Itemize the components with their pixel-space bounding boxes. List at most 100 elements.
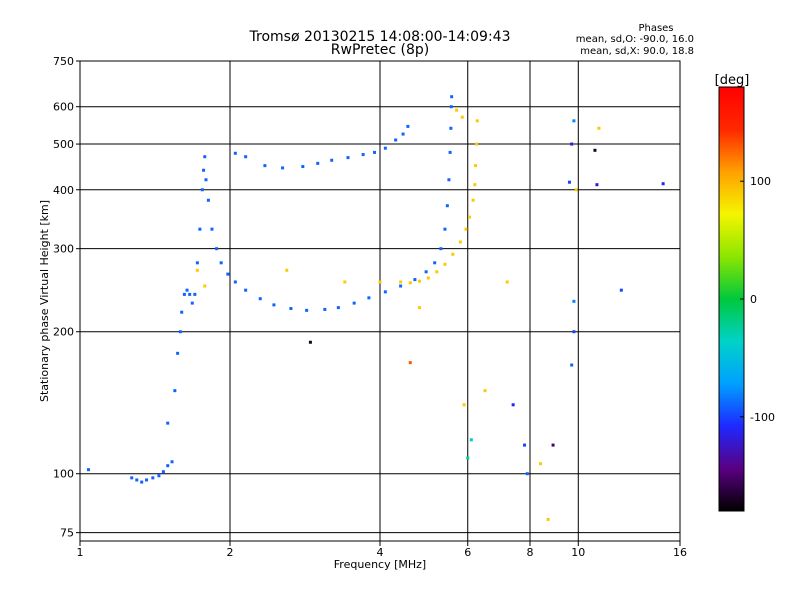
- outlier-point: [570, 363, 574, 367]
- data-point-o: [301, 165, 305, 169]
- data-point-o: [204, 178, 208, 182]
- outlier-point: [595, 183, 599, 187]
- outlier-point: [466, 456, 470, 460]
- data-point-o: [433, 261, 437, 265]
- outlier-point: [570, 142, 574, 146]
- outlier-point: [619, 288, 623, 292]
- data-point-o: [323, 307, 327, 311]
- data-point-o: [346, 156, 350, 160]
- outlier-point: [661, 182, 665, 186]
- outlier-point: [525, 472, 529, 476]
- data-point-o: [447, 178, 451, 182]
- legend-line-x: mean, sd,X: 90.0, 18.8: [580, 46, 694, 57]
- outlier-point: [308, 340, 312, 344]
- data-point-x: [343, 280, 347, 284]
- plot-area: [79, 60, 681, 542]
- data-point-o: [244, 155, 248, 159]
- data-point-o: [200, 188, 204, 192]
- x-tick-label: 8: [527, 546, 534, 559]
- chart-title: Tromsø 20130215 14:08:00-14:09:43: [249, 29, 511, 45]
- data-point-o: [336, 306, 340, 310]
- data-point-o: [161, 470, 165, 474]
- outlier-point: [572, 119, 576, 123]
- data-point-o: [383, 290, 387, 294]
- colorbar-tick-label: 0: [750, 293, 757, 306]
- data-point-o: [215, 247, 219, 251]
- colorbar-label: [deg]: [715, 73, 750, 88]
- outlier-point: [511, 403, 515, 407]
- data-point-o: [399, 284, 403, 288]
- x-axis-label: Frequency [MHz]: [334, 558, 426, 571]
- data-point-x: [455, 108, 459, 112]
- data-point-x: [483, 389, 487, 393]
- data-point-o: [135, 478, 139, 482]
- outlier-point: [551, 443, 555, 447]
- y-tick-label: 750: [53, 55, 74, 68]
- data-point-x: [475, 119, 479, 123]
- data-point-o: [449, 126, 453, 130]
- outlier-point: [572, 299, 576, 303]
- y-tick-label: 500: [53, 138, 74, 151]
- data-point-x: [462, 403, 466, 407]
- data-point-o: [233, 151, 237, 155]
- data-point-o: [258, 297, 262, 301]
- data-point-x: [203, 284, 207, 288]
- data-point-x: [464, 227, 468, 231]
- data-point-o: [170, 460, 174, 464]
- data-points: [86, 95, 665, 521]
- data-point-o: [203, 155, 207, 159]
- data-point-x: [597, 126, 601, 130]
- y-tick-label: 600: [53, 101, 74, 114]
- data-point-o: [373, 150, 377, 154]
- data-point-o: [272, 303, 276, 307]
- data-point-o: [188, 292, 192, 296]
- data-point-o: [448, 150, 452, 154]
- legend-line-o: mean, sd,O: -90.0, 16.0: [576, 34, 694, 45]
- data-point-o: [210, 227, 214, 231]
- data-point-o: [173, 389, 177, 393]
- data-point-o: [182, 292, 186, 296]
- data-point-x: [417, 306, 421, 310]
- x-tick-label: 4: [377, 546, 384, 559]
- data-point-x: [435, 270, 439, 274]
- y-tick-label: 200: [53, 326, 74, 339]
- x-tick-label: 10: [571, 546, 585, 559]
- colorbar-tick-label: -100: [750, 411, 775, 424]
- data-point-x: [378, 280, 382, 284]
- y-tick-label: 100: [53, 468, 74, 481]
- data-point-x: [539, 462, 543, 466]
- x-axis-ticks: 1 2 4 6 8 10 16: [77, 541, 687, 559]
- data-point-o: [145, 478, 149, 482]
- data-point-o: [449, 105, 453, 109]
- data-point-o: [406, 124, 410, 128]
- legend-title: Phases: [638, 23, 673, 34]
- data-point-o: [316, 161, 320, 165]
- data-point-x: [451, 252, 455, 256]
- data-point-x: [475, 142, 479, 146]
- outlier-point: [572, 330, 576, 334]
- data-point-o: [140, 480, 144, 484]
- outlier-point: [523, 443, 527, 447]
- data-point-x: [505, 280, 509, 284]
- data-point-o: [445, 204, 449, 208]
- y-axis-ticks: 75 100 200 300 400 500 600 750: [53, 55, 80, 540]
- data-point-x: [473, 183, 477, 187]
- data-point-x: [468, 215, 472, 219]
- y-axis-label: Stationary phase Virtual Height [km]: [38, 200, 51, 402]
- data-point-o: [401, 132, 405, 136]
- data-point-o: [198, 227, 202, 231]
- data-point-o: [166, 464, 170, 468]
- data-point-x: [460, 115, 464, 119]
- data-point-o: [424, 270, 428, 274]
- x-tick-label: 16: [673, 546, 687, 559]
- data-point-o: [263, 164, 267, 168]
- colorbar-gradient: [718, 86, 745, 512]
- x-tick-label: 6: [464, 546, 471, 559]
- colorbar-ticks: 100 0 -100: [740, 175, 775, 424]
- data-point-o: [289, 307, 293, 311]
- y-tick-label: 300: [53, 243, 74, 256]
- data-point-o: [305, 308, 309, 312]
- colorbar: [deg] 100 0 -100: [715, 73, 775, 512]
- chart-subtitle: RwPretec (8p): [331, 42, 429, 58]
- x-tick-label: 2: [227, 546, 234, 559]
